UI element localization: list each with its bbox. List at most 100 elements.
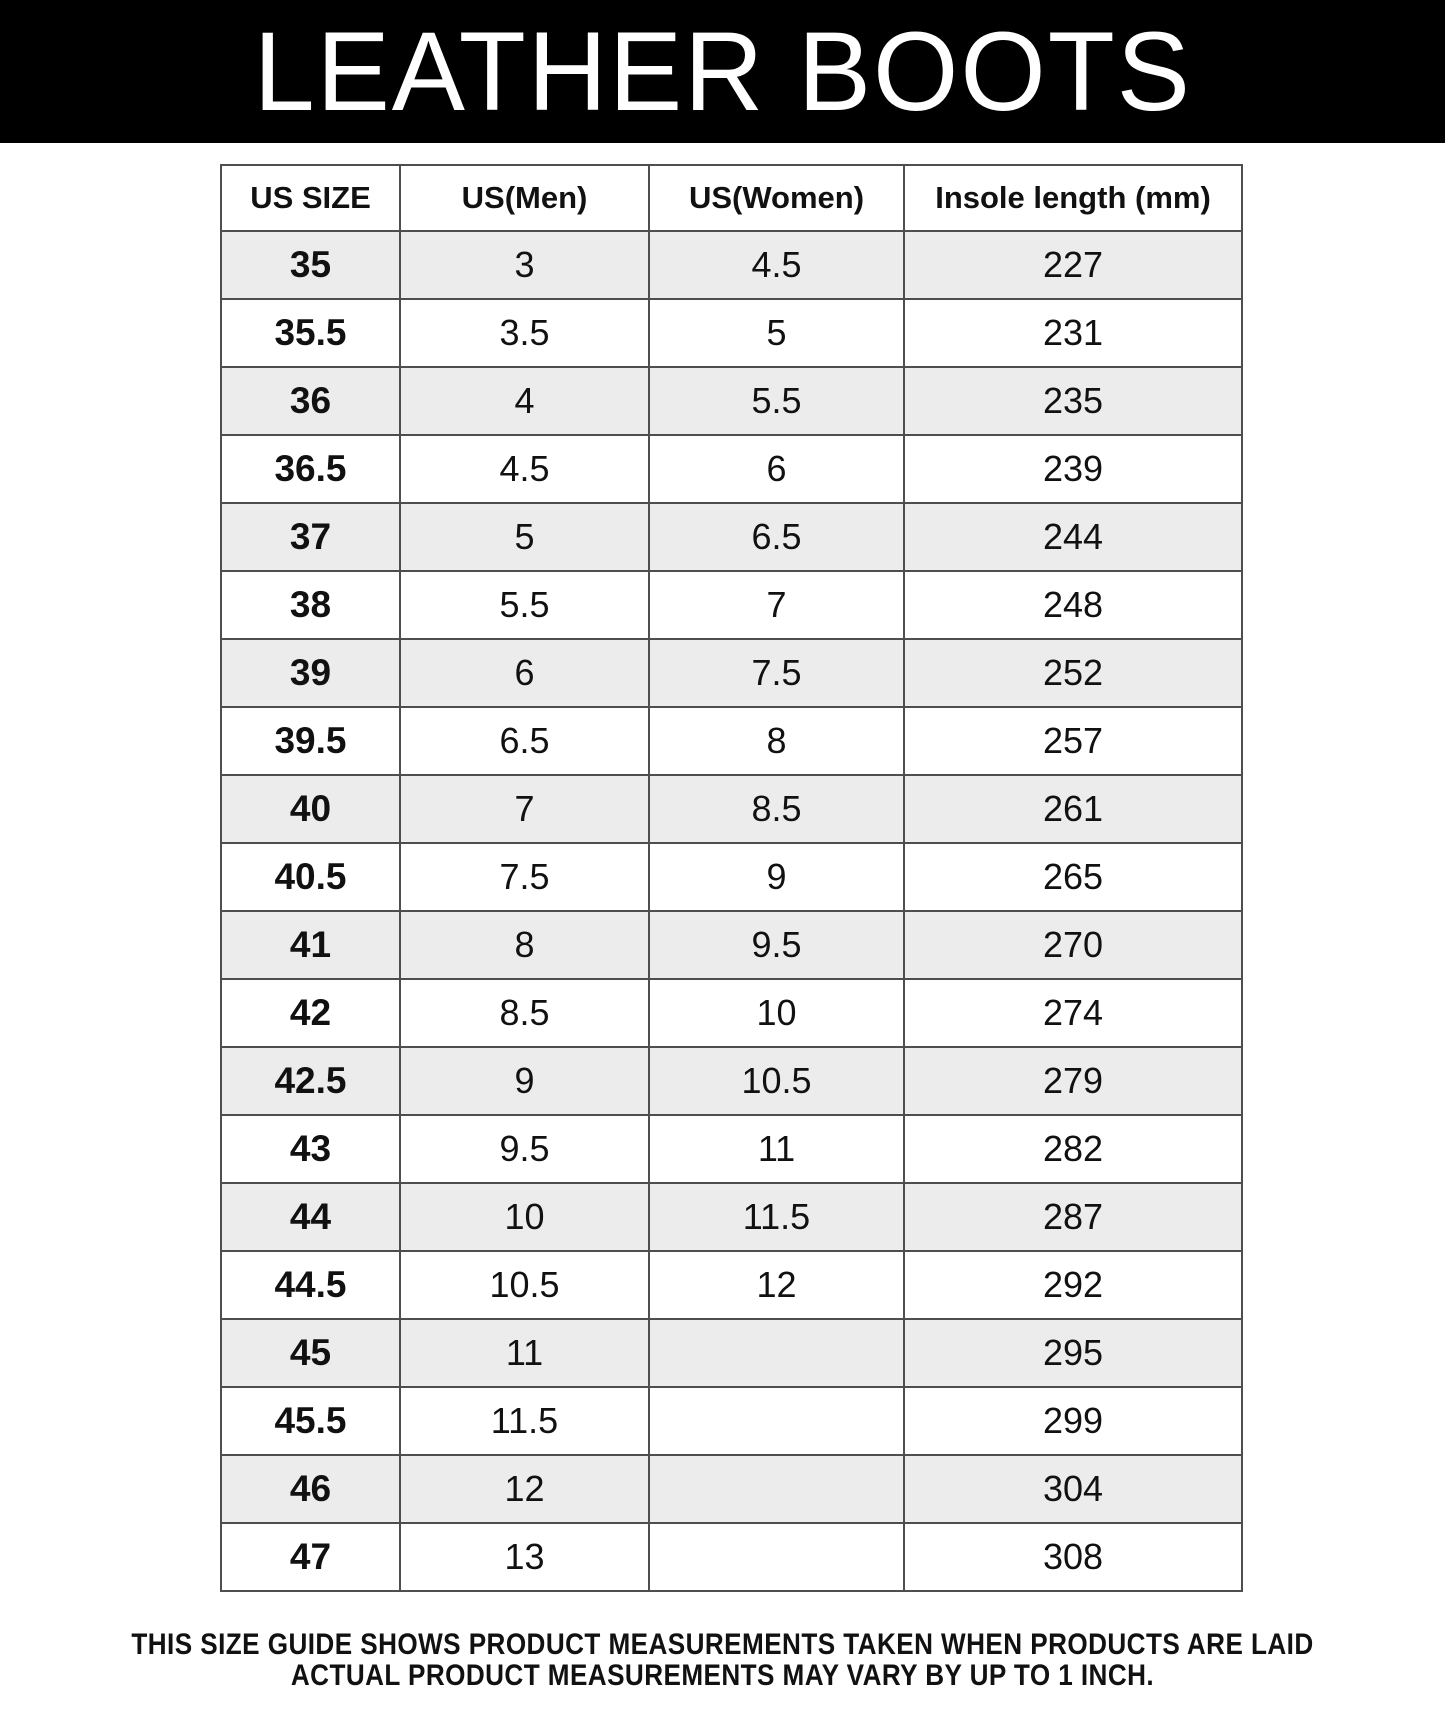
table-cell: 9	[648, 842, 905, 912]
table-row: 40 7 8.5 261	[220, 774, 1243, 844]
table-cell: 9	[399, 1046, 650, 1116]
us-size-cell: 46	[220, 1454, 401, 1524]
table-cell: 274	[903, 978, 1243, 1048]
header-cell: US SIZE	[220, 164, 401, 232]
us-size-cell: 38	[220, 570, 401, 640]
table-cell: 10	[399, 1182, 650, 1252]
us-size-cell: 35	[220, 230, 401, 300]
us-size-cell: 39.5	[220, 706, 401, 776]
table-cell	[648, 1454, 905, 1524]
table-row: 35 3 4.5 227	[220, 230, 1243, 300]
table-row: 36.5 4.5 6 239	[220, 434, 1243, 504]
table-row: 44.5 10.5 12 292	[220, 1250, 1243, 1320]
us-size-cell: 47	[220, 1522, 401, 1592]
us-size-cell: 44.5	[220, 1250, 401, 1320]
us-size-cell: 44	[220, 1182, 401, 1252]
header-cell: US(Women)	[648, 164, 905, 232]
table-cell: 265	[903, 842, 1243, 912]
us-size-cell: 37	[220, 502, 401, 572]
us-size-cell: 36.5	[220, 434, 401, 504]
us-size-cell: 40.5	[220, 842, 401, 912]
table-cell: 9.5	[399, 1114, 650, 1184]
table-cell: 292	[903, 1250, 1243, 1320]
table-cell	[648, 1522, 905, 1592]
table-cell: 11	[648, 1114, 905, 1184]
table-row: 35.5 3.5 5 231	[220, 298, 1243, 368]
table-row: 46 12 304	[220, 1454, 1243, 1524]
us-size-cell: 41	[220, 910, 401, 980]
table-cell: 8	[399, 910, 650, 980]
table-cell: 5.5	[399, 570, 650, 640]
table-cell: 248	[903, 570, 1243, 640]
table-cell: 231	[903, 298, 1243, 368]
table-cell: 282	[903, 1114, 1243, 1184]
table-cell: 8.5	[399, 978, 650, 1048]
size-table-header-row: US SIZE US(Men) US(Women) Insole length (mm…	[220, 164, 1243, 232]
table-cell: 304	[903, 1454, 1243, 1524]
table-cell: 279	[903, 1046, 1243, 1116]
table-cell: 244	[903, 502, 1243, 572]
table-row: 42 8.5 10 274	[220, 978, 1243, 1048]
table-cell: 5	[648, 298, 905, 368]
table-cell: 3.5	[399, 298, 650, 368]
table-cell: 8	[648, 706, 905, 776]
table-row: 41 8 9.5 270	[220, 910, 1243, 980]
table-cell: 257	[903, 706, 1243, 776]
table-cell: 13	[399, 1522, 650, 1592]
us-size-cell: 42	[220, 978, 401, 1048]
table-cell: 7	[399, 774, 650, 844]
table-row: 39.5 6.5 8 257	[220, 706, 1243, 776]
table-cell: 6	[648, 434, 905, 504]
table-cell: 6.5	[648, 502, 905, 572]
us-size-cell: 40	[220, 774, 401, 844]
table-row: 42.5 9 10.5 279	[220, 1046, 1243, 1116]
table-row: 45.5 11.5 299	[220, 1386, 1243, 1456]
us-size-cell: 43	[220, 1114, 401, 1184]
us-size-cell: 35.5	[220, 298, 401, 368]
size-table-container: US SIZE US(Men) US(Women) Insole length (mm…	[220, 164, 1243, 1592]
table-cell: 235	[903, 366, 1243, 436]
table-cell: 5.5	[648, 366, 905, 436]
table-cell: 287	[903, 1182, 1243, 1252]
table-row: 37 5 6.5 244	[220, 502, 1243, 572]
us-size-cell: 45	[220, 1318, 401, 1388]
table-cell: 6	[399, 638, 650, 708]
table-cell: 261	[903, 774, 1243, 844]
us-size-cell: 42.5	[220, 1046, 401, 1116]
table-cell: 7	[648, 570, 905, 640]
table-cell: 4.5	[399, 434, 650, 504]
table-cell: 11.5	[648, 1182, 905, 1252]
table-row: 47 13 308	[220, 1522, 1243, 1592]
table-cell: 7.5	[648, 638, 905, 708]
table-row: 36 4 5.5 235	[220, 366, 1243, 436]
table-cell: 5	[399, 502, 650, 572]
table-cell: 270	[903, 910, 1243, 980]
table-cell: 11	[399, 1318, 650, 1388]
table-cell: 4.5	[648, 230, 905, 300]
table-cell	[648, 1386, 905, 1456]
table-cell: 12	[648, 1250, 905, 1320]
header-cell: US(Men)	[399, 164, 650, 232]
title-banner: LEATHER BOOTS	[0, 0, 1445, 143]
table-cell	[648, 1318, 905, 1388]
disclaimer-line-1: THIS SIZE GUIDE SHOWS PRODUCT MEASUREMEN…	[131, 1628, 1314, 1661]
table-cell: 252	[903, 638, 1243, 708]
table-cell: 299	[903, 1386, 1243, 1456]
page-title: LEATHER BOOTS	[253, 9, 1192, 134]
table-cell: 6.5	[399, 706, 650, 776]
us-size-cell: 45.5	[220, 1386, 401, 1456]
table-cell: 295	[903, 1318, 1243, 1388]
size-table-body: 35 3 4.5 227 35.5 3.5 5 231 36 4 5.5 235 36.5 4.5 6 239…	[220, 230, 1243, 1592]
table-row: 39 6 7.5 252	[220, 638, 1243, 708]
table-cell: 12	[399, 1454, 650, 1524]
table-cell: 10	[648, 978, 905, 1048]
table-cell: 10.5	[399, 1250, 650, 1320]
table-cell: 4	[399, 366, 650, 436]
table-cell: 10.5	[648, 1046, 905, 1116]
header-cell: Insole length (mm)	[903, 164, 1243, 232]
table-cell: 3	[399, 230, 650, 300]
table-row: 38 5.5 7 248	[220, 570, 1243, 640]
table-cell: 239	[903, 434, 1243, 504]
table-cell: 227	[903, 230, 1243, 300]
table-row: 44 10 11.5 287	[220, 1182, 1243, 1252]
